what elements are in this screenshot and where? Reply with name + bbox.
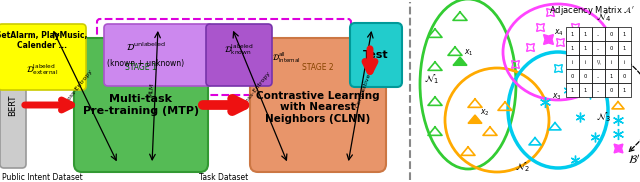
- FancyBboxPatch shape: [74, 38, 208, 172]
- Text: $\mathcal{N}_4$: $\mathcal{N}_4$: [596, 10, 611, 24]
- Polygon shape: [612, 60, 624, 67]
- Text: $\mathcal{B}'$: $\mathcal{B}'$: [628, 153, 640, 167]
- Text: 0: 0: [610, 88, 613, 92]
- Text: ..: ..: [597, 88, 600, 92]
- Text: Cross-Entropy: Cross-Entropy: [241, 70, 271, 108]
- Bar: [579, 69, 592, 83]
- Bar: [566, 55, 579, 69]
- Text: $x_3$: $x_3$: [552, 91, 562, 102]
- Bar: [618, 55, 631, 69]
- Text: 1: 1: [623, 46, 626, 50]
- Text: (known + unknown): (known + unknown): [108, 59, 184, 68]
- Text: $\mathcal{N}_1$: $\mathcal{N}_1$: [424, 72, 439, 86]
- Bar: [605, 69, 618, 83]
- Bar: [605, 55, 618, 69]
- Text: Contrastive Learning
with Nearest
Neighbors (CLNN): Contrastive Learning with Nearest Neighb…: [256, 91, 380, 124]
- Text: Multi-task
Pre-training (MTP): Multi-task Pre-training (MTP): [83, 94, 199, 116]
- Text: Cross-Entropy: Cross-Entropy: [63, 68, 93, 106]
- Bar: [579, 55, 592, 69]
- Text: 1: 1: [571, 88, 574, 92]
- Bar: [618, 69, 631, 83]
- Text: 1: 1: [584, 88, 587, 92]
- Text: ..: ..: [597, 74, 600, 78]
- Bar: [566, 27, 579, 41]
- Text: $\mathcal{D}^{\mathrm{unlabeled}}$: $\mathcal{D}^{\mathrm{unlabeled}}$: [126, 41, 166, 53]
- Text: Test: Test: [363, 50, 389, 60]
- Bar: [592, 69, 605, 83]
- Text: 1: 1: [571, 46, 574, 50]
- Text: 1: 1: [584, 31, 587, 37]
- Text: STAGE 1: STAGE 1: [125, 63, 157, 72]
- Bar: [592, 41, 605, 55]
- Polygon shape: [468, 115, 482, 123]
- FancyBboxPatch shape: [104, 24, 212, 86]
- Text: i: i: [572, 60, 573, 64]
- Bar: [592, 83, 605, 97]
- Bar: [592, 55, 605, 69]
- Polygon shape: [612, 88, 624, 95]
- Text: i: i: [585, 60, 586, 64]
- Text: MLM: MLM: [149, 83, 155, 97]
- Text: \\: \\: [596, 60, 600, 64]
- Bar: [566, 83, 579, 97]
- Text: $\mathcal{N}_2$: $\mathcal{N}_2$: [515, 160, 530, 174]
- Text: 0: 0: [610, 46, 613, 50]
- Text: 0: 0: [623, 74, 626, 78]
- Text: 1: 1: [623, 31, 626, 37]
- Text: $\mathcal{D}^{\mathrm{all}}_{\mathrm{Internal}}$: $\mathcal{D}^{\mathrm{all}}_{\mathrm{Int…: [272, 51, 300, 66]
- FancyBboxPatch shape: [206, 24, 272, 86]
- Text: i: i: [611, 60, 612, 64]
- Bar: [579, 83, 592, 97]
- Text: 0: 0: [571, 74, 574, 78]
- FancyBboxPatch shape: [250, 38, 386, 172]
- Text: SetAlarm, PlayMusic,
Calender ...: SetAlarm, PlayMusic, Calender ...: [0, 31, 88, 50]
- Text: 0: 0: [584, 74, 587, 78]
- Bar: [605, 41, 618, 55]
- FancyBboxPatch shape: [350, 23, 402, 87]
- Text: BERT: BERT: [8, 94, 17, 116]
- Bar: [605, 83, 618, 97]
- Text: 1: 1: [623, 88, 626, 92]
- Text: 0: 0: [610, 31, 613, 37]
- FancyBboxPatch shape: [0, 24, 86, 90]
- Text: Task Dataset: Task Dataset: [200, 173, 248, 181]
- Bar: [579, 41, 592, 55]
- Text: i: i: [624, 60, 625, 64]
- Text: Public Intent Dataset: Public Intent Dataset: [2, 173, 83, 181]
- Bar: [566, 41, 579, 55]
- Polygon shape: [453, 57, 467, 65]
- Text: $\mathcal{D}^{\mathrm{labeled}}_{\mathrm{known}}$: $\mathcal{D}^{\mathrm{labeled}}_{\mathrm…: [224, 42, 254, 57]
- Bar: [618, 27, 631, 41]
- Text: ..: ..: [597, 31, 600, 37]
- Text: STAGE 2: STAGE 2: [302, 63, 334, 72]
- Text: 1: 1: [584, 46, 587, 50]
- Text: 1: 1: [610, 74, 613, 78]
- Bar: [618, 83, 631, 97]
- Text: Adjacency Matrix $\mathcal{A}'$: Adjacency Matrix $\mathcal{A}'$: [549, 4, 635, 17]
- Text: 1: 1: [571, 31, 574, 37]
- FancyArrowPatch shape: [628, 62, 640, 151]
- Bar: [618, 41, 631, 55]
- Text: $x_4$: $x_4$: [554, 27, 564, 37]
- Bar: [592, 27, 605, 41]
- Text: $\mathcal{N}_3$: $\mathcal{N}_3$: [596, 110, 611, 124]
- Text: $x_2$: $x_2$: [480, 107, 490, 118]
- Text: ..: ..: [597, 46, 600, 50]
- Text: Contrastive: Contrastive: [355, 72, 372, 108]
- Bar: [579, 27, 592, 41]
- Text: $\mathcal{D}^{\mathrm{labeled}}_{\mathrm{external}}$: $\mathcal{D}^{\mathrm{labeled}}_{\mathrm…: [26, 62, 58, 77]
- FancyBboxPatch shape: [0, 42, 26, 168]
- Text: $x_1$: $x_1$: [464, 47, 474, 58]
- Bar: [566, 69, 579, 83]
- Bar: [605, 27, 618, 41]
